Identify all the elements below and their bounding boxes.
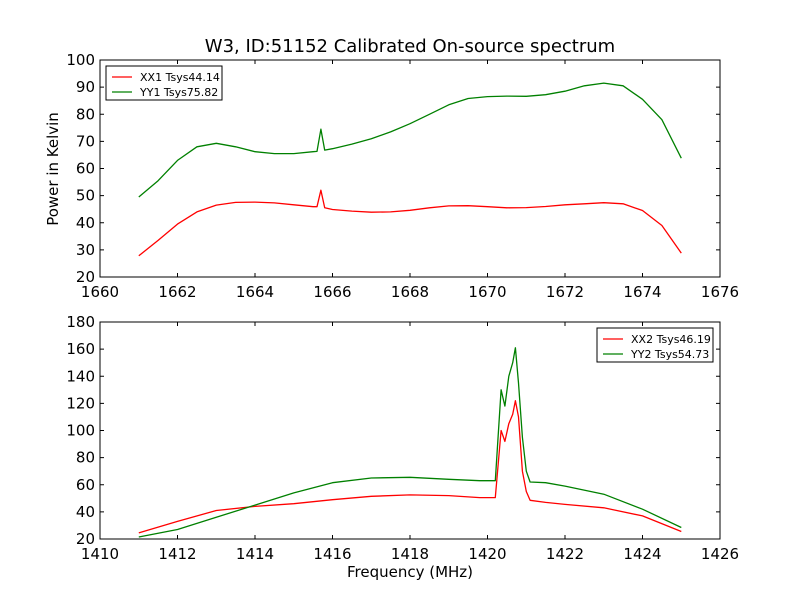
- y-tick-label: 20: [76, 268, 95, 286]
- x-axis-label: Frequency (MHz): [347, 563, 473, 581]
- series-line-2: [138, 82, 682, 198]
- y-tick-label: 80: [76, 105, 95, 123]
- y-tick-label: 180: [66, 313, 95, 331]
- y-tick-label: 90: [76, 78, 95, 96]
- legend-box: [596, 327, 714, 363]
- y-tick-label: 20: [76, 530, 95, 548]
- top-subplot: 1660 1662 1664 1666 1668 1670 1672 1674 1676 20 30…: [66, 51, 739, 301]
- x-tick-label: 1424: [623, 545, 661, 563]
- x-tick-label: 1412: [158, 545, 196, 563]
- y-tick-label: 50: [76, 187, 95, 205]
- x-tick-label: 1672: [546, 283, 584, 301]
- x-tick-label: 1422: [546, 545, 584, 563]
- legend-label: XX1 Tsys44.14: [140, 71, 220, 84]
- x-tick-label: 1676: [701, 283, 739, 301]
- y-tick-label: 60: [76, 160, 95, 178]
- x-tick-label: 1410: [81, 545, 119, 563]
- x-tick-label: 1674: [623, 283, 661, 301]
- series-line-1: [138, 400, 682, 534]
- y-axis-label: Power in Kelvin: [44, 112, 62, 226]
- y-tick-label: 100: [66, 422, 95, 440]
- x-tick-label: 1414: [236, 545, 274, 563]
- bottom-subplot: 1410 1412 1414 1416 1418 1420 1422 1424 1426 20 40…: [66, 313, 739, 563]
- y-tick-label: 60: [76, 476, 95, 494]
- y-tick-label: 40: [76, 503, 95, 521]
- legend-box: [105, 65, 223, 101]
- x-tick-label: 1670: [468, 283, 506, 301]
- legend-label: YY1 Tsys75.82: [139, 86, 218, 99]
- y-tick-label: 160: [66, 340, 95, 358]
- x-tick-label: 1668: [391, 283, 429, 301]
- y-tick-label: 70: [76, 132, 95, 150]
- x-tick-label: 1420: [468, 545, 506, 563]
- x-tick-label: 1426: [701, 545, 739, 563]
- x-tick-label: 1666: [313, 283, 351, 301]
- x-tick-label: 1416: [313, 545, 351, 563]
- x-tick-label: 1660: [81, 283, 119, 301]
- x-tick-label: 1662: [158, 283, 196, 301]
- y-tick-label: 100: [66, 51, 95, 69]
- legend-label: YY2 Tsys54.73: [630, 348, 709, 361]
- y-tick-label: 30: [76, 241, 95, 259]
- y-tick-label: 40: [76, 214, 95, 232]
- y-tick-label: 80: [76, 449, 95, 467]
- y-tick-label: 120: [66, 394, 95, 412]
- y-tick-label: 140: [66, 367, 95, 385]
- series-line-1: [138, 189, 682, 257]
- x-tick-label: 1664: [236, 283, 274, 301]
- chart-title: W3, ID:51152 Calibrated On-source spectr…: [205, 36, 615, 57]
- series-line-2: [138, 347, 682, 538]
- x-tick-label: 1418: [391, 545, 429, 563]
- legend-label: XX2 Tsys46.19: [631, 333, 711, 346]
